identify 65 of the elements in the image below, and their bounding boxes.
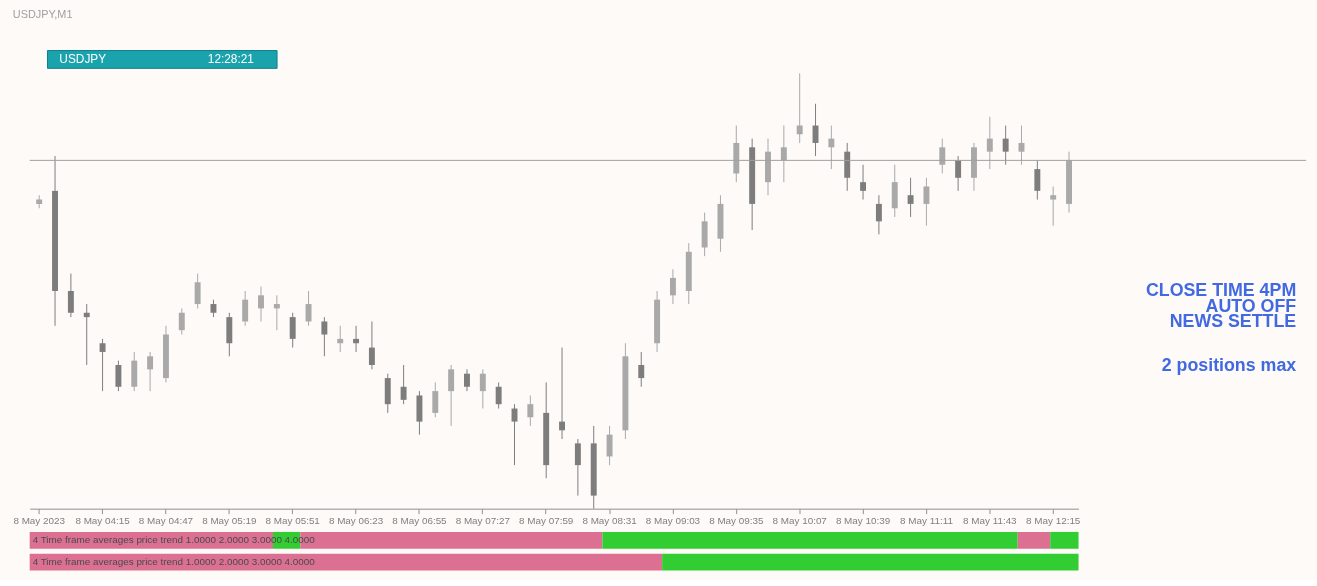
candlestick — [955, 155, 962, 192]
candlestick — [83, 303, 90, 366]
candlestick — [559, 347, 565, 440]
candlestick — [669, 268, 676, 305]
candlestick — [115, 360, 122, 392]
bar — [29, 553, 663, 571]
candlestick — [448, 364, 455, 427]
candlestick — [67, 273, 74, 318]
candlestick — [574, 438, 581, 497]
candlestick — [258, 286, 264, 322]
candlestick — [273, 294, 280, 331]
candlestick — [242, 290, 249, 327]
candlestick — [337, 325, 344, 353]
x-tick-label: 8 May 10:39 — [835, 515, 891, 527]
text: 12:28:21 — [207, 52, 255, 67]
x-tick-label: 8 May 08:31 — [582, 515, 638, 527]
candlestick — [1002, 125, 1009, 166]
annotation: 4 Time frame averages price trend 1.0000 2.0000 3.0000 4.0000 — [32, 556, 316, 568]
candlestick — [796, 72, 803, 144]
candlestick — [305, 290, 312, 327]
text: CLOSE TIME 4PM — [1145, 279, 1297, 300]
candlestick — [527, 394, 534, 427]
candlestick — [1034, 159, 1041, 201]
bar — [1017, 531, 1051, 549]
candlestick — [368, 320, 375, 370]
x-tick-label: 8 May 11:11 — [899, 515, 954, 527]
candlestick — [432, 381, 439, 418]
x-tick-label: 8 May 2023 — [13, 515, 66, 527]
candlestick — [321, 316, 328, 357]
x-tick-label: 8 May 06:23 — [328, 515, 384, 527]
candlestick — [907, 177, 914, 218]
x-tick-label: 8 May 09:03 — [645, 515, 701, 527]
x-tick-label: 8 May 04:15 — [75, 515, 131, 527]
x-tick-label: 8 May 07:59 — [519, 515, 574, 527]
candlestick — [495, 381, 502, 410]
x-tick-label: 8 May 06:55 — [392, 515, 448, 527]
candlestick — [147, 351, 154, 392]
candlestick — [638, 351, 645, 388]
candlestick — [353, 325, 360, 353]
bar — [1050, 531, 1079, 549]
x-tick-label: 8 May 10:07 — [772, 515, 827, 527]
bar — [662, 553, 1079, 571]
chart-title: USDJPY,M1 — [12, 8, 73, 21]
candlestick — [464, 368, 470, 392]
candlestick — [923, 177, 930, 227]
candlestick — [606, 425, 613, 466]
candlestick — [178, 307, 185, 336]
text: 2 positions max — [1161, 355, 1297, 376]
candlestick — [400, 364, 407, 405]
x-tick-label: 8 May 07:27 — [455, 515, 510, 527]
candlestick — [479, 368, 486, 410]
x-tick-label: 8 May 05:19 — [202, 515, 257, 527]
candlestick — [860, 164, 867, 201]
x-tick-label: 8 May 05:51 — [265, 515, 321, 527]
x-tick-label: 8 May 11:43 — [963, 515, 1018, 527]
candlestick — [194, 273, 201, 309]
candlestick — [875, 194, 882, 235]
candlestick — [99, 338, 106, 392]
x-tick-label: 8 May 09:35 — [709, 515, 764, 527]
candlestick — [1050, 186, 1057, 227]
x-tick-label: 8 May 04:47 — [138, 515, 194, 527]
text: USDJPY — [59, 52, 107, 67]
bar — [602, 531, 1018, 549]
x-tick-label: 8 May 12:15 — [1026, 515, 1081, 527]
candlestick — [289, 312, 296, 349]
